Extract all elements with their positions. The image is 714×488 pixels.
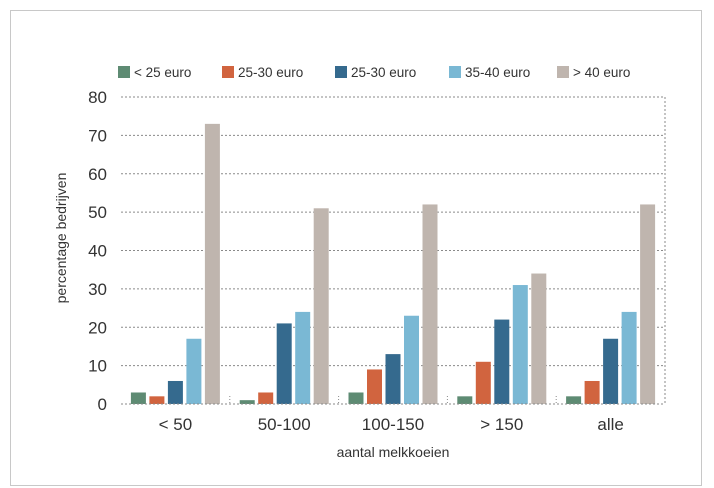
- y-axis-title: percentage bedrijven: [53, 173, 69, 304]
- bar: [239, 400, 255, 404]
- x-tick-label: < 50: [159, 415, 193, 434]
- bars: [130, 123, 656, 405]
- bar: [621, 311, 637, 404]
- legend-label: 35-40 euro: [465, 65, 530, 80]
- bar: [584, 380, 600, 404]
- bar: [475, 361, 491, 404]
- bar: [367, 369, 382, 404]
- bar: [130, 392, 146, 404]
- bar: [313, 208, 329, 404]
- bar: [603, 338, 619, 404]
- bar: [531, 273, 547, 404]
- bar: [186, 338, 202, 404]
- legend-label: 25-30 euro: [351, 65, 416, 80]
- legend-item: > 40 euro: [557, 65, 630, 80]
- axes: 0 10 20 30 40 50 60 70 80 < 50 50-100 100-150 > 150 a…: [88, 88, 665, 434]
- legend-label: > 40 euro: [573, 65, 630, 80]
- x-tick-label: > 150: [480, 415, 523, 434]
- legend-swatch: [335, 66, 347, 78]
- y-tick-label: 30: [88, 280, 107, 299]
- bar: [258, 392, 274, 404]
- bar: [167, 380, 183, 404]
- legend-item: 25-30 euro: [222, 65, 303, 80]
- y-tick-label: 60: [88, 165, 107, 184]
- legend-swatch: [118, 66, 130, 78]
- x-tick-label: alle: [597, 415, 623, 434]
- bar: [422, 204, 438, 404]
- bar: [457, 396, 473, 404]
- legend-item: 25-30 euro: [335, 65, 416, 80]
- legend-swatch: [222, 66, 234, 78]
- legend-item: < 25 euro: [118, 65, 191, 80]
- chart-frame: [10, 10, 702, 486]
- bar: [276, 323, 292, 404]
- legend-swatch: [557, 66, 569, 78]
- bar: [149, 396, 165, 404]
- legend-label: < 25 euro: [134, 65, 191, 80]
- bar: [295, 311, 311, 404]
- legend-item: 35-40 euro: [449, 65, 530, 80]
- y-tick-label: 40: [88, 242, 107, 261]
- y-tick-label: 50: [88, 203, 107, 222]
- bar: [494, 319, 510, 404]
- legend-swatch: [449, 66, 461, 78]
- legend: < 25 euro 25-30 euro 25-30 euro 35-40 euro >…: [118, 65, 630, 80]
- bar: [512, 285, 528, 404]
- y-tick-label: 70: [88, 126, 107, 145]
- y-tick-label: 80: [88, 88, 107, 107]
- bar: [204, 123, 220, 405]
- y-tick-label: 20: [88, 318, 107, 337]
- y-tick-label: 0: [98, 395, 107, 414]
- bar: [404, 315, 419, 404]
- x-tick-label: 100-150: [362, 415, 424, 434]
- x-tick-label: 50-100: [258, 415, 311, 434]
- x-axis-title: aantal melkkoeien: [337, 444, 450, 460]
- bar: [348, 392, 364, 404]
- bar: [385, 354, 401, 404]
- y-tick-label: 10: [88, 357, 107, 376]
- legend-label: 25-30 euro: [238, 65, 303, 80]
- bar: [640, 204, 656, 404]
- bar: [566, 396, 582, 404]
